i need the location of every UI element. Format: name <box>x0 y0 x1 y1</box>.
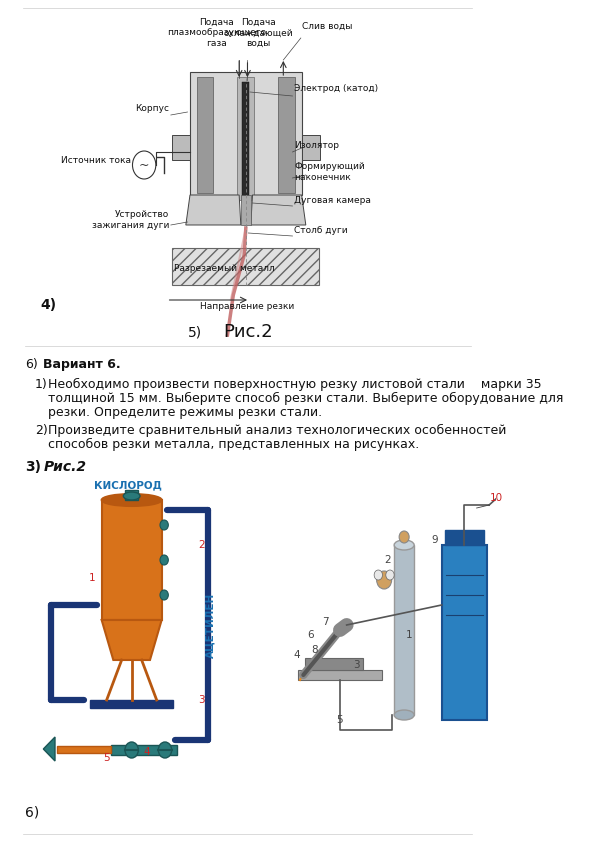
Bar <box>190 72 302 195</box>
Bar <box>173 248 319 285</box>
Text: 5: 5 <box>337 715 343 725</box>
Bar <box>243 82 249 203</box>
Circle shape <box>158 742 171 758</box>
Text: 2: 2 <box>384 555 391 565</box>
Bar <box>298 670 381 680</box>
Text: КИСЛОРОД: КИСЛОРОД <box>93 480 161 490</box>
Text: Источник тока: Источник тока <box>61 156 131 164</box>
Text: 5: 5 <box>104 753 110 763</box>
Text: 3: 3 <box>198 695 205 705</box>
Bar <box>278 77 295 193</box>
Circle shape <box>133 151 156 179</box>
Text: Рис.2: Рис.2 <box>43 460 86 474</box>
Bar <box>197 77 214 193</box>
Text: Корпус: Корпус <box>135 104 169 113</box>
Bar <box>102 500 162 620</box>
Text: Разрезаемый металл: Разрезаемый металл <box>174 264 275 273</box>
Text: 5): 5) <box>187 325 202 339</box>
Bar <box>394 545 414 715</box>
Text: способов резки металла, представленных на рисунках.: способов резки металла, представленных н… <box>48 438 419 451</box>
Circle shape <box>160 520 168 530</box>
Text: 4: 4 <box>293 650 300 660</box>
Text: 2): 2) <box>35 424 48 437</box>
Text: Слив воды: Слив воды <box>302 22 353 31</box>
Text: толщиной 15 мм. Выберите способ резки стали. Выберите оборудование для: толщиной 15 мм. Выберите способ резки ст… <box>48 392 563 405</box>
Text: 7: 7 <box>322 617 328 627</box>
Text: 9: 9 <box>431 535 439 545</box>
Circle shape <box>399 531 409 543</box>
Text: Подача
охлаждающей
воды: Подача охлаждающей воды <box>224 18 293 48</box>
Text: Столб дуги: Столб дуги <box>294 226 347 235</box>
Text: 1): 1) <box>35 378 48 391</box>
Text: Произведите сравнительный анализ технологических особенностей: Произведите сравнительный анализ техноло… <box>48 424 507 437</box>
Text: Необходимо произвести поверхностную резку листовой стали    марки 35: Необходимо произвести поверхностную резк… <box>48 378 542 391</box>
Text: 8: 8 <box>312 645 318 655</box>
Text: 10: 10 <box>490 493 503 503</box>
Text: резки. Определите режимы резки стали.: резки. Определите режимы резки стали. <box>48 406 322 419</box>
Text: Устройство
зажигания дуги: Устройство зажигания дуги <box>92 210 169 230</box>
Text: 3: 3 <box>353 660 360 670</box>
Circle shape <box>125 742 138 758</box>
Polygon shape <box>102 620 162 660</box>
Bar <box>57 746 111 753</box>
Ellipse shape <box>123 492 140 500</box>
Text: ~: ~ <box>139 158 149 172</box>
Circle shape <box>374 570 383 580</box>
Polygon shape <box>251 195 306 225</box>
Ellipse shape <box>394 710 414 720</box>
Text: Формирующий
наконечник: Формирующий наконечник <box>294 163 365 182</box>
Ellipse shape <box>102 494 162 506</box>
Polygon shape <box>43 737 55 761</box>
Text: 6: 6 <box>308 630 314 640</box>
Text: Вариант 6.: Вариант 6. <box>43 358 121 371</box>
Text: 3): 3) <box>25 460 41 474</box>
Text: 2: 2 <box>198 540 205 550</box>
Text: 6): 6) <box>25 805 39 819</box>
Text: АЦЕТИЛЕН: АЦЕТИЛЕН <box>205 593 215 658</box>
Circle shape <box>160 555 168 565</box>
Text: 1: 1 <box>406 630 412 640</box>
Ellipse shape <box>394 540 414 550</box>
Text: 4): 4) <box>40 298 56 312</box>
Text: Рис.2: Рис.2 <box>223 323 273 341</box>
Text: 4: 4 <box>143 747 150 757</box>
Text: 6): 6) <box>25 358 37 371</box>
Bar <box>441 545 487 720</box>
Text: Дуговая камера: Дуговая камера <box>294 195 371 205</box>
Bar <box>445 530 484 545</box>
Bar <box>302 135 320 160</box>
Circle shape <box>160 590 168 600</box>
Bar <box>241 195 251 225</box>
Bar <box>305 658 364 670</box>
Text: 1: 1 <box>88 573 95 583</box>
Bar <box>237 77 254 200</box>
Text: Электрод (катод): Электрод (катод) <box>294 83 378 93</box>
Circle shape <box>377 571 392 589</box>
Bar <box>90 700 173 708</box>
Circle shape <box>386 570 394 580</box>
Text: Изолятор: Изолятор <box>294 141 339 150</box>
Bar <box>171 135 190 160</box>
Bar <box>111 745 177 755</box>
Text: Подача
плазмообразующего
газа: Подача плазмообразующего газа <box>167 18 266 48</box>
Polygon shape <box>186 195 241 225</box>
Bar <box>125 490 138 500</box>
Text: Направление резки: Направление резки <box>200 301 295 311</box>
